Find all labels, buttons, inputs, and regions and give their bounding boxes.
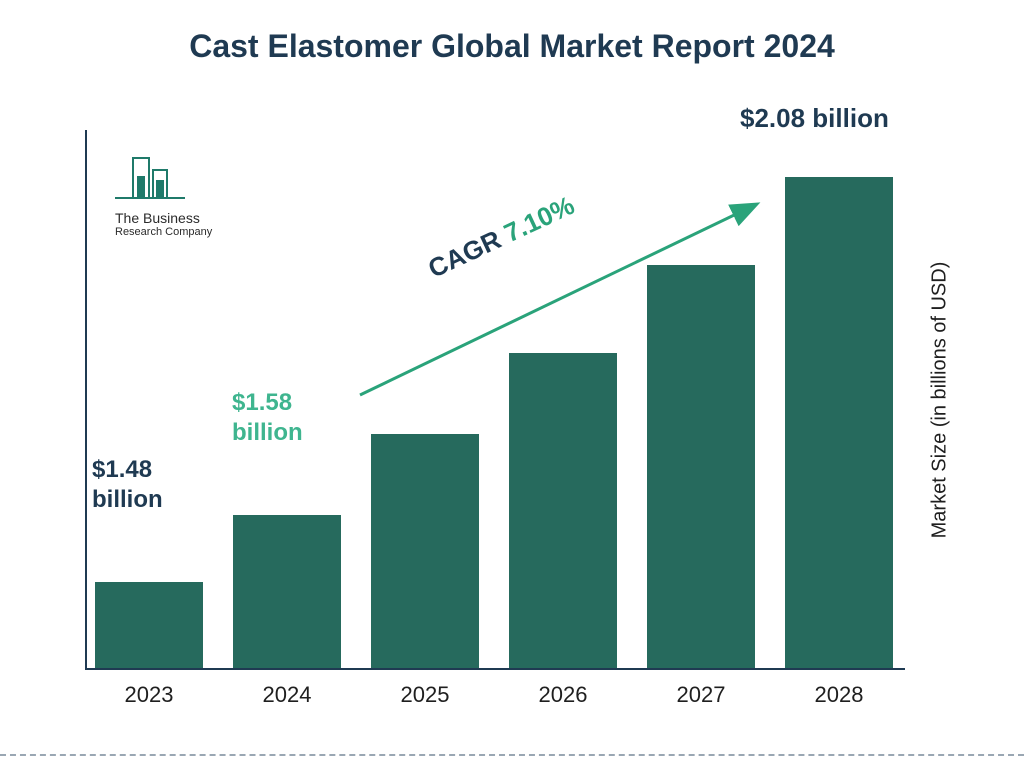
page-title: Cast Elastomer Global Market Report 2024 [0,28,1024,65]
xlabel-2023: 2023 [95,682,203,708]
footer-divider [0,754,1024,756]
ann-2028: $2.08 billion [740,102,889,135]
bar-2025 [371,434,479,670]
bar-2024 [233,515,341,670]
x-axis [85,668,905,670]
xlabel-2027: 2027 [647,682,755,708]
bar-2026 [509,353,617,670]
xlabel-2026: 2026 [509,682,617,708]
bar-chart [85,130,905,670]
y-axis-label: Market Size (in billions of USD) [929,262,952,539]
bar-2027 [647,265,755,670]
bars-group [85,130,905,670]
xlabel-2028: 2028 [785,682,893,708]
bar-2023 [95,582,203,670]
bar-2028 [785,177,893,670]
xlabel-2024: 2024 [233,682,341,708]
xlabel-2025: 2025 [371,682,479,708]
ann-2024: $1.58billion [232,388,303,448]
y-axis [85,130,87,670]
ann-2023: $1.48billion [92,455,163,515]
title-text: Cast Elastomer Global Market Report 2024 [189,28,835,64]
